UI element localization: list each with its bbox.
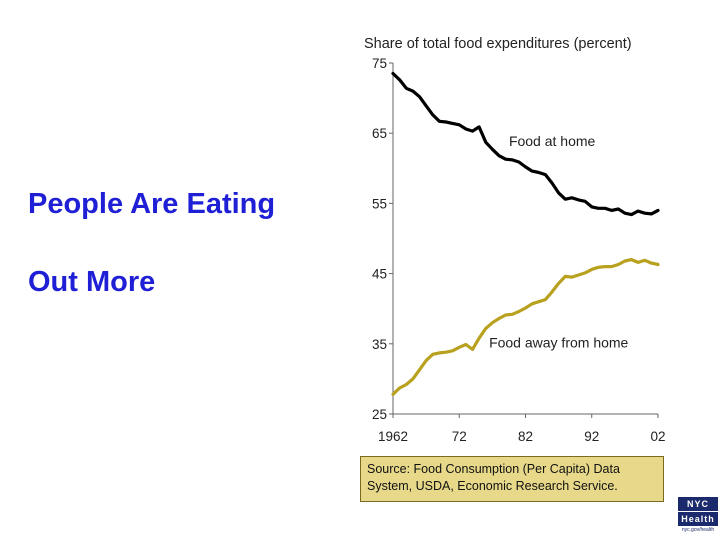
logo-line-3: nyc.gov/health (681, 527, 715, 533)
source-line-1: Source: Food Consumption (Per Capita) Da… (367, 462, 620, 476)
y-tick-label: 45 (372, 267, 387, 282)
annotation-food-away-from-home: Food away from home (489, 334, 628, 350)
expenditure-line-chart: Share of total food expenditures (percen… (364, 36, 666, 444)
x-tick-label: 82 (518, 429, 533, 444)
slide-title: People Are Eating Out More (28, 146, 348, 341)
logo-line-2: Health (678, 512, 718, 526)
x-tick-label: 02 (650, 429, 665, 444)
source-line-2: System, USDA, Economic Research Service. (367, 479, 618, 493)
series-line-food-at-home (391, 71, 660, 217)
y-tick-label: 65 (372, 126, 387, 141)
x-tick-label: 1962 (378, 429, 408, 444)
slide-title-line-1: People Are Eating (28, 188, 276, 220)
logo-line-1: NYC (678, 497, 718, 511)
y-tick-label: 55 (372, 196, 387, 211)
x-tick-label: 72 (452, 429, 467, 444)
y-tick-label: 25 (372, 407, 387, 422)
series-line-food-away-from-home (391, 258, 660, 396)
y-tick-label: 75 (372, 56, 387, 71)
x-tick-label: 92 (584, 429, 599, 444)
y-tick-label: 35 (372, 337, 387, 352)
source-note: Source: Food Consumption (Per Capita) Da… (360, 456, 664, 502)
chart-title: Share of total food expenditures (percen… (364, 36, 632, 52)
slide-title-line-2: Out More (28, 266, 156, 298)
annotation-food-at-home: Food at home (509, 133, 596, 149)
nyc-health-logo: NYC Health nyc.gov/health (676, 496, 720, 540)
